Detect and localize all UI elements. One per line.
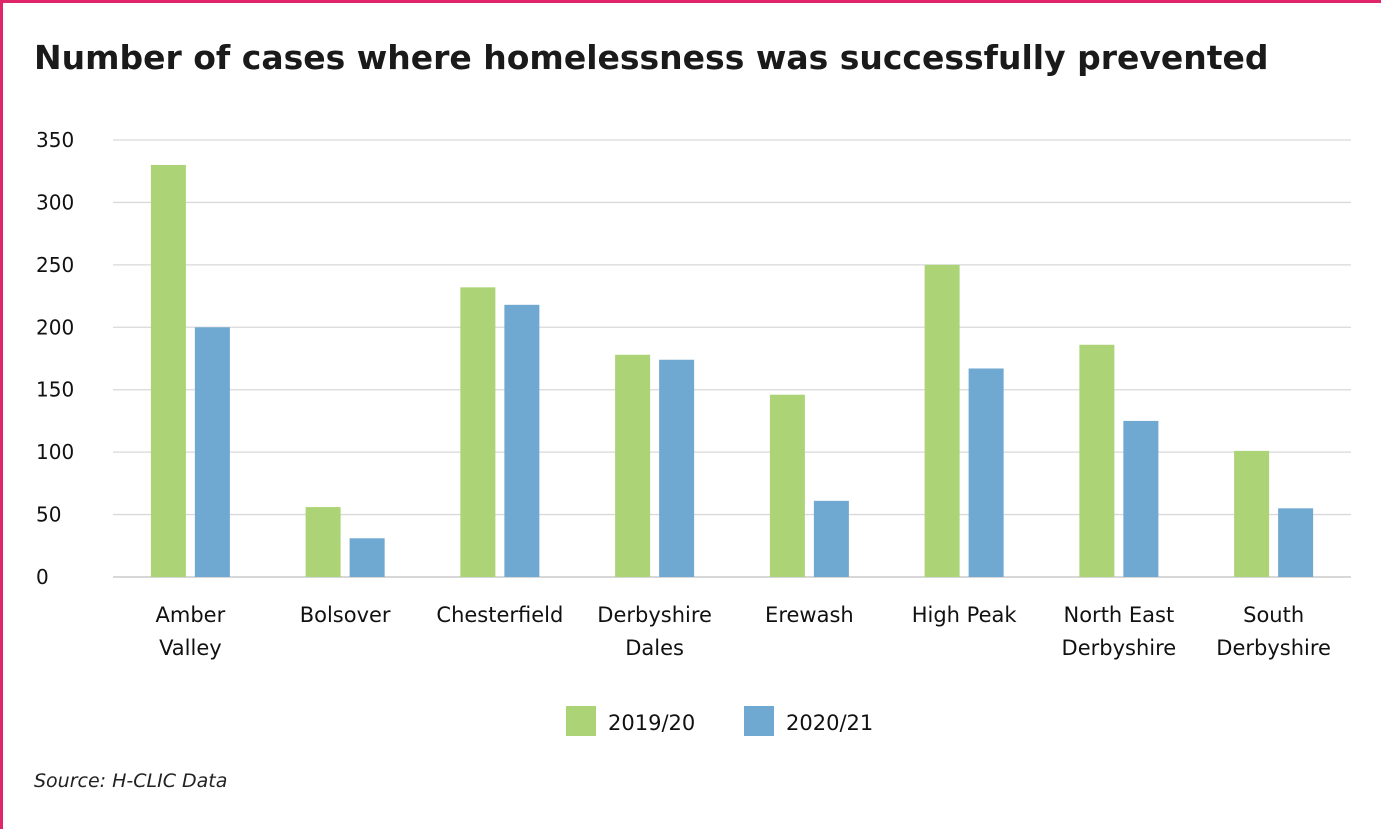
frame-left-border — [0, 0, 3, 829]
x-tick-label-line: Chesterfield — [436, 603, 563, 627]
x-tick-label: South Derbyshire — [1216, 603, 1331, 660]
x-tick-label: High Peak — [912, 603, 1018, 627]
bar-2020-21 — [1123, 420, 1159, 577]
legend: 2019/20 2020/21 — [566, 706, 873, 736]
y-tick-label: 100 — [36, 440, 74, 464]
bar-2020-21 — [1278, 508, 1314, 577]
bar-2019-20 — [1234, 450, 1270, 577]
bar-2019-20 — [150, 164, 186, 577]
x-tick-label-line: Erewash — [765, 603, 854, 627]
y-tick-label: 300 — [36, 190, 74, 214]
legend-label: 2020/21 — [786, 711, 873, 735]
x-axis: Amber Valley Bolsover Chesterfield Derbyshir… — [156, 603, 1331, 660]
bar-2020-21 — [968, 368, 1004, 577]
y-tick-label: 350 — [36, 128, 74, 152]
bar-2019-20 — [924, 264, 960, 577]
chart-title: Number of cases where homelessness was s… — [34, 38, 1269, 77]
x-tick-label-line: High Peak — [912, 603, 1018, 627]
y-tick-label: 0 — [36, 565, 49, 589]
bar-2020-21 — [659, 359, 695, 577]
x-tick-label-line: Derbyshire — [1216, 636, 1331, 660]
x-tick-label-line: Valley — [159, 636, 222, 660]
bar-2019-20 — [769, 394, 805, 577]
x-tick-label: Bolsover — [300, 603, 391, 627]
bar-2020-21 — [194, 327, 230, 577]
bars-layer — [150, 164, 1314, 577]
x-tick-label: Chesterfield — [436, 603, 563, 627]
bar-2020-21 — [349, 538, 385, 577]
x-tick-label: North East Derbyshire — [1062, 603, 1177, 660]
x-tick-label-line: North East — [1064, 603, 1175, 627]
x-tick-label-line: Bolsover — [300, 603, 391, 627]
legend-swatch — [566, 706, 596, 736]
x-tick-label-line: Derbyshire — [1062, 636, 1177, 660]
legend-swatch — [744, 706, 774, 736]
bar-2019-20 — [615, 354, 651, 577]
y-tick-label: 250 — [36, 253, 74, 277]
y-tick-label: 200 — [36, 315, 74, 339]
legend-label: 2019/20 — [608, 711, 695, 735]
bar-2020-21 — [813, 500, 849, 577]
x-tick-label-line: Derbyshire — [597, 603, 712, 627]
bar-2020-21 — [504, 304, 540, 577]
x-tick-label-line: South — [1243, 603, 1304, 627]
x-tick-label: Erewash — [765, 603, 854, 627]
y-tick-label: 50 — [36, 503, 61, 527]
bar-2019-20 — [305, 507, 341, 577]
grid-layer — [113, 139, 1351, 578]
frame-top-border — [0, 0, 1381, 3]
x-tick-label-line: Dales — [625, 636, 684, 660]
source-note: Source: H-CLIC Data — [34, 770, 228, 792]
x-tick-label: Amber Valley — [156, 603, 226, 660]
bar-2019-20 — [1079, 344, 1115, 577]
x-tick-label: Derbyshire Dales — [597, 603, 712, 660]
x-tick-label-line: Amber — [156, 603, 226, 627]
bar-2019-20 — [460, 287, 496, 577]
y-tick-label: 150 — [36, 378, 74, 402]
y-axis: 0 50 100 150 200 250 300 350 — [36, 128, 74, 589]
